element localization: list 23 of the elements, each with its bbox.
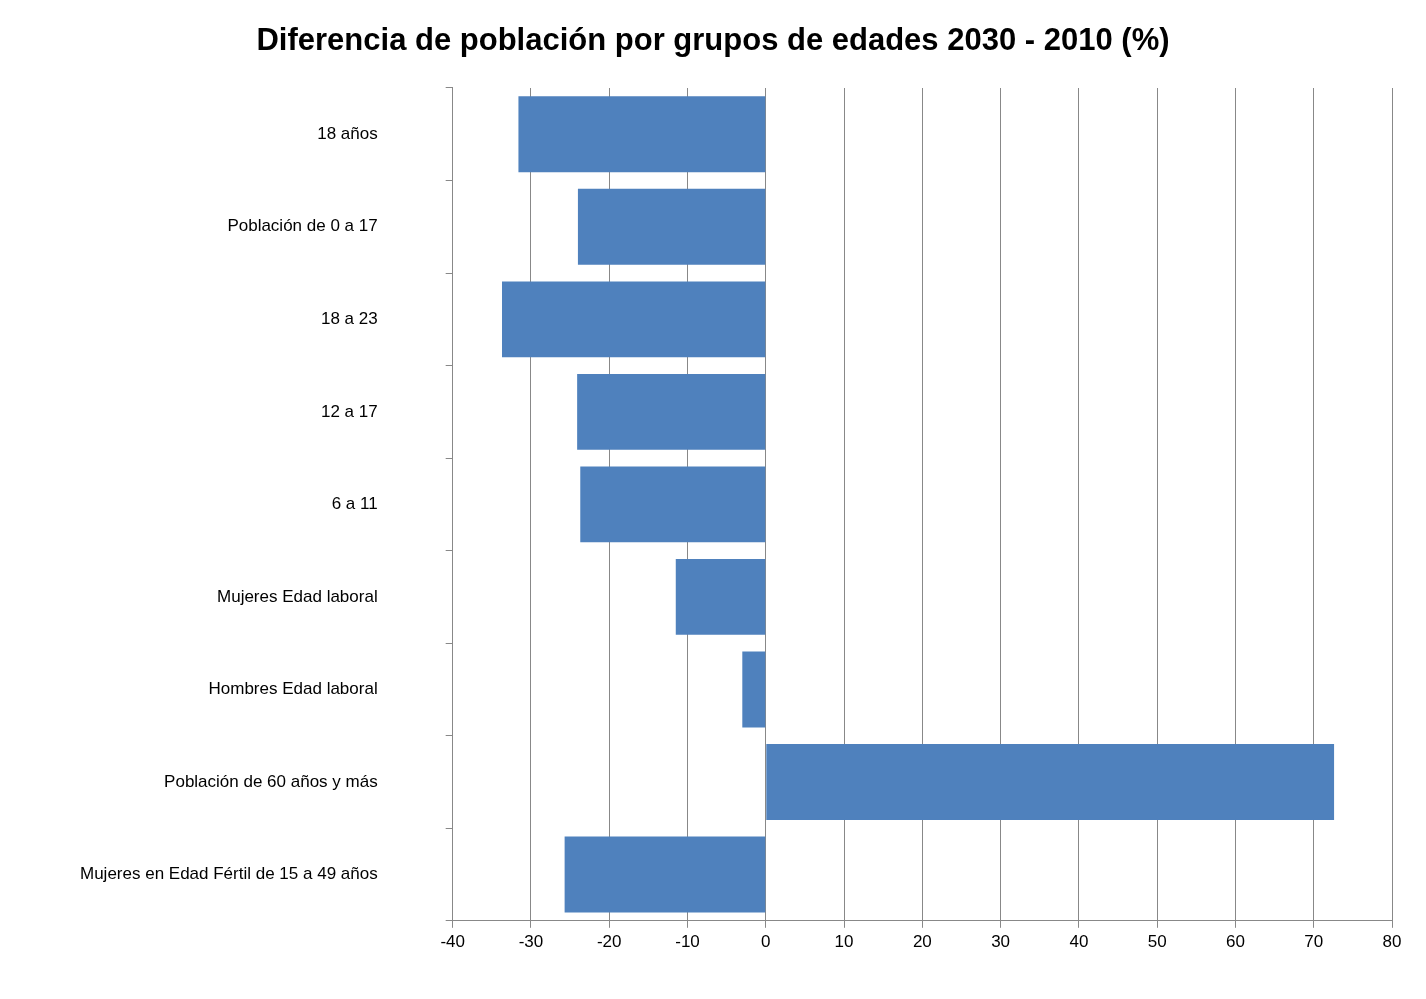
y-tick-label: Mujeres Edad laboral xyxy=(217,586,378,606)
y-tick-label: Hombres Edad laboral xyxy=(208,679,378,699)
x-tick-label: 10 xyxy=(834,931,854,951)
y-tick-label: Población de 0 a 17 xyxy=(227,216,378,236)
y-tick-label: Mujeres en Edad Fértil de 15 a 49 años xyxy=(80,864,378,884)
chart-title: Diferencia de población por grupos de edades 2030 - 2010 (%) xyxy=(255,22,1171,58)
y-tick-label: 6 a 11 xyxy=(331,494,378,514)
x-tick-label: -10 xyxy=(675,931,700,951)
x-tick-label: 70 xyxy=(1304,931,1324,951)
x-tick-label: -30 xyxy=(518,931,544,951)
x-tick-label: -40 xyxy=(440,931,465,951)
x-tick-label: 80 xyxy=(1382,931,1402,951)
x-tick-label: 20 xyxy=(912,931,932,951)
x-tick-label: -20 xyxy=(596,931,622,951)
x-tick-label: 60 xyxy=(1225,931,1245,951)
x-tick-label: 30 xyxy=(991,931,1011,951)
y-tick-label: 18 a 23 xyxy=(320,309,378,329)
y-tick-label: Población de 60 años y más xyxy=(164,771,378,791)
y-tick-label: 12 a 17 xyxy=(320,401,378,421)
x-tick-label: 40 xyxy=(1069,931,1089,951)
x-tick-label: 50 xyxy=(1147,931,1167,951)
y-tick-label: 18 años xyxy=(317,123,378,143)
x-tick-label: 0 xyxy=(761,931,771,951)
